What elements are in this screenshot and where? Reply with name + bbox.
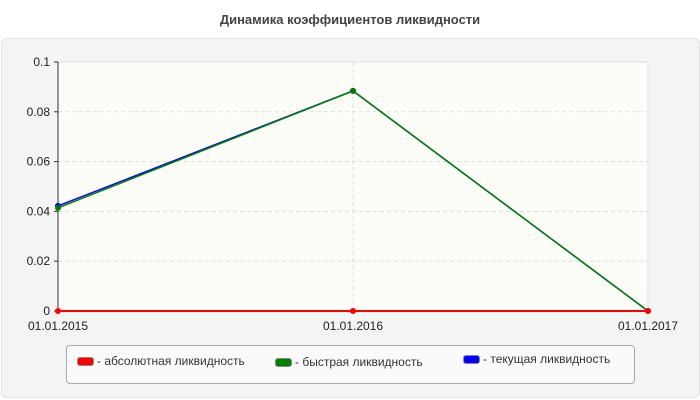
y-tick-label: 0.06: [27, 155, 51, 169]
x-tick-label: 01.01.2017: [618, 319, 678, 333]
data-point: [350, 308, 356, 314]
data-point: [645, 308, 651, 314]
y-tick-label: 0.02: [27, 254, 51, 268]
legend-label: - абсолютная ликвидность: [97, 354, 245, 368]
data-point: [55, 308, 61, 314]
legend-swatch: [77, 356, 94, 366]
x-tick-label: 01.01.2015: [28, 319, 88, 333]
plot-area: [57, 61, 649, 312]
y-tick-label: 0.04: [27, 204, 51, 218]
chart-title: Динамика коэффициентов ликвидности: [219, 12, 481, 27]
data-point: [55, 204, 61, 211]
y-tick-label: 0.08: [27, 105, 51, 119]
legend-swatch: [275, 357, 292, 367]
data-point: [350, 87, 356, 94]
legend-swatch: [463, 354, 480, 364]
y-tick-label: 0: [43, 304, 50, 318]
legend-item: - быстрая ликвидность: [275, 355, 423, 369]
legend-item: - текущая ликвидность: [463, 352, 610, 366]
y-tick-label: 0.1: [33, 55, 50, 69]
legend-label: - текущая ликвидность: [483, 352, 611, 366]
legend: - абсолютная ликвидность - быстрая ликви…: [66, 345, 635, 384]
legend-item: - абсолютная ликвидность: [77, 354, 245, 368]
legend-label: - быстрая ликвидность: [295, 355, 423, 369]
x-tick-label: 01.01.2016: [323, 319, 383, 333]
